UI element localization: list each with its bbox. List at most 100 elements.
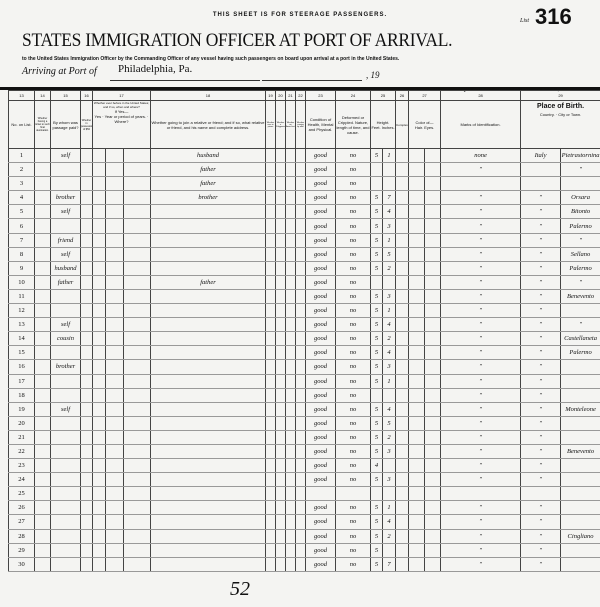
cell xyxy=(408,359,426,375)
cell-cond: good xyxy=(305,274,337,290)
cell xyxy=(122,401,152,417)
cell xyxy=(92,176,106,192)
cell xyxy=(34,486,51,502)
cell xyxy=(265,303,277,319)
cell-marks: " xyxy=(440,556,522,572)
cell-def: no xyxy=(335,401,372,417)
header-join: Whether going to join a relative or frie… xyxy=(150,100,267,149)
cell-city: Palermo xyxy=(560,345,600,361)
cell xyxy=(265,401,277,417)
cell xyxy=(80,147,93,164)
cell xyxy=(395,246,410,262)
cell xyxy=(285,373,297,389)
header-birth-label: Place of Birth. xyxy=(537,103,585,110)
cell-pay xyxy=(50,303,81,319)
cell xyxy=(265,288,277,305)
cell-def: no xyxy=(335,274,372,290)
cell xyxy=(80,303,93,319)
cell-rel: father xyxy=(150,274,267,290)
subtitle: to the United States Immigration Officer… xyxy=(22,56,400,62)
cell xyxy=(424,486,442,502)
cell xyxy=(275,190,287,206)
cell xyxy=(92,260,106,276)
cell-city: Bitonto xyxy=(560,204,600,220)
cell xyxy=(408,147,426,164)
cell-pay xyxy=(50,218,81,234)
cell xyxy=(295,556,307,572)
cell xyxy=(285,303,297,319)
cell-rel: brother xyxy=(150,190,267,206)
table-row: 16 brother good no 5 3 " " xyxy=(8,359,600,375)
cell xyxy=(408,401,426,417)
underline xyxy=(110,80,260,81)
cell-ft xyxy=(370,176,384,192)
cell xyxy=(285,542,297,558)
cell xyxy=(80,246,93,262)
header-if-yes: If Yes— xyxy=(114,109,129,114)
cell-city: " xyxy=(560,232,600,248)
cell xyxy=(275,458,287,474)
cell-marks: " xyxy=(440,190,522,206)
cell xyxy=(408,176,426,192)
cell-in xyxy=(382,162,397,178)
cell-ft: 5 xyxy=(370,528,384,544)
cell xyxy=(285,288,297,305)
cell xyxy=(295,218,307,234)
cell-no: 24 xyxy=(8,472,35,488)
cell xyxy=(408,373,426,389)
cell-def: no xyxy=(335,147,372,164)
cell-country: " xyxy=(520,260,562,276)
header-passage: By whom was passage paid? xyxy=(50,100,81,149)
cell-no: 21 xyxy=(8,429,35,445)
cell-pay xyxy=(50,373,81,389)
cell-in: 5 xyxy=(382,246,397,262)
table-row: 18 good no " " xyxy=(8,387,600,403)
cell xyxy=(275,429,287,445)
cell-cond: good xyxy=(305,204,337,220)
table-row: 17 good no 5 1 " " xyxy=(8,373,600,389)
cell-city: Cingliano xyxy=(560,528,600,544)
table-row: 28 good no 5 2 " " Cingliano xyxy=(8,528,600,544)
cell-country: " xyxy=(520,514,562,530)
cell xyxy=(80,274,93,290)
header-marks: Marks of Identification. xyxy=(440,100,522,149)
cell-ft: 5 xyxy=(370,443,384,460)
table-row: 1 self husband good no 5 1 none Italy Pietrastorn… xyxy=(8,147,600,164)
cell-no: 9 xyxy=(8,260,35,276)
cell-def: no xyxy=(335,260,372,276)
cell xyxy=(34,458,51,474)
cell-cond: good xyxy=(305,218,337,234)
cell-rel xyxy=(150,415,267,431)
cell-def: no xyxy=(335,556,372,572)
table-row: 15 good no 5 4 " " Palermo xyxy=(8,345,600,361)
cell-no: 26 xyxy=(8,500,35,516)
cell xyxy=(295,528,307,544)
cell xyxy=(285,232,297,248)
cell xyxy=(265,147,277,164)
cell xyxy=(80,500,93,516)
cell xyxy=(285,176,297,192)
cell-no: 4 xyxy=(8,190,35,206)
cell xyxy=(105,218,124,234)
cell xyxy=(34,288,51,305)
cell-rel xyxy=(150,429,267,445)
cell xyxy=(424,190,442,206)
arriving-label: Arriving at Port of xyxy=(22,66,97,77)
cell xyxy=(285,514,297,530)
cell xyxy=(122,514,152,530)
cell-city: " xyxy=(560,162,600,178)
cell-ft xyxy=(370,387,384,403)
cell-country: " xyxy=(520,218,562,234)
cell xyxy=(295,472,307,488)
table-row: 12 good no 5 1 " " xyxy=(8,303,600,319)
cell-def: no xyxy=(335,204,372,220)
cell-country: " xyxy=(520,429,562,445)
cell xyxy=(92,345,106,361)
cell-city xyxy=(560,359,600,375)
cell xyxy=(285,162,297,178)
cell xyxy=(424,528,442,544)
cell-def: no xyxy=(335,176,372,192)
header-ticket: Whether having a ticket to such final de… xyxy=(34,100,51,149)
cell xyxy=(395,429,410,445)
cell xyxy=(285,218,297,234)
